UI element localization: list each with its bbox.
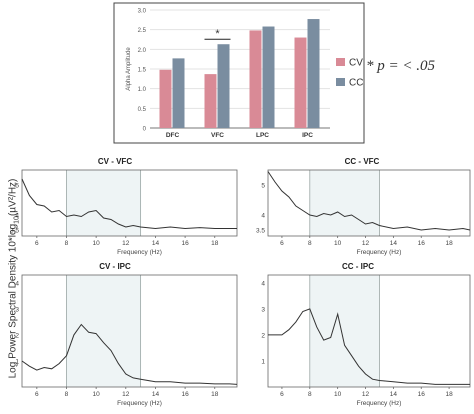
x-tick-label: 18 <box>211 391 219 398</box>
y-tick-label: 3.0 <box>138 9 147 15</box>
bar-CC-LPC <box>262 26 275 128</box>
x-tick-label: 18 <box>445 240 453 247</box>
bar-CC-DFC <box>172 58 185 128</box>
x-tick-label: 14 <box>390 240 398 247</box>
x-tick-label: 12 <box>362 391 370 398</box>
x-tick-label: 10 <box>93 240 101 247</box>
legend-label: CC <box>349 78 363 89</box>
x-tick-label: 14 <box>152 240 160 247</box>
legend-swatch-CV <box>336 58 345 66</box>
y-tick-label: 2 <box>261 332 265 339</box>
bar-CV-VFC <box>204 74 217 128</box>
x-tick-label: 10 <box>334 240 342 247</box>
x-tick-label: 16 <box>418 391 426 398</box>
x-tick-label: 6 <box>280 391 284 398</box>
spectrum-panel: 5 4 3.5 6 8 10 12 14 16 18 CV - VFC Frequency (Hz) <box>10 157 238 256</box>
alpha-band-shading <box>309 170 380 236</box>
bar-chart-frame <box>113 2 365 144</box>
plot-frame <box>267 169 471 237</box>
spectrum-panel: 5 4 3.5 6 8 10 12 14 16 18 CC - VFC Frequency (Hz) <box>256 157 471 256</box>
alpha-band-shading <box>309 275 380 387</box>
y-tick-label: 3.5 <box>256 228 265 235</box>
x-tick-label: DFC <box>166 132 180 139</box>
plot-frame <box>21 169 238 237</box>
y-tick-label: 3 <box>15 306 19 313</box>
y-tick-label: 2.5 <box>138 28 147 34</box>
y-axis-label: Alpha Amplitude <box>126 47 132 91</box>
bar-CC-VFC <box>217 44 230 128</box>
significance-note: * p = < .05 <box>366 58 435 74</box>
y-tick-label: 1.0 <box>138 87 147 93</box>
y-tick-label: 5 <box>15 183 19 190</box>
x-axis-label: Frequency (Hz) <box>117 400 162 407</box>
psd-line <box>268 308 470 385</box>
panel-title: CV - IPC <box>99 262 131 271</box>
panel-title: CV - VFC <box>98 157 132 166</box>
x-axis-label: Frequency (Hz) <box>117 249 162 256</box>
x-tick-label: 12 <box>122 391 130 398</box>
y-tick-label: 2 <box>15 332 19 339</box>
x-tick-label: 16 <box>181 240 189 247</box>
panel-title: CC - VFC <box>345 157 380 166</box>
y-tick-label: 3.5 <box>10 228 19 235</box>
x-tick-label: 18 <box>445 391 453 398</box>
x-tick-label: 16 <box>181 391 189 398</box>
psd-line <box>267 171 471 231</box>
x-tick-label: VFC <box>211 132 224 139</box>
x-tick-label: 8 <box>65 240 69 247</box>
y-tick-label: 0.5 <box>138 107 147 113</box>
x-tick-label: 8 <box>308 391 312 398</box>
y-tick-label: 0 <box>143 127 147 133</box>
x-tick-label: 10 <box>334 391 342 398</box>
plot-frame <box>267 274 471 388</box>
x-tick-label: 10 <box>93 391 101 398</box>
x-tick-label: 14 <box>390 391 398 398</box>
plot-frame <box>21 274 238 388</box>
x-tick-label: 6 <box>35 391 39 398</box>
x-tick-label: 16 <box>418 240 426 247</box>
x-tick-label: 12 <box>362 240 370 247</box>
y-tick-label: 3 <box>261 306 265 313</box>
x-tick-label: 8 <box>308 240 312 247</box>
alpha-band-shading <box>66 170 141 236</box>
y-tick-label: 2.0 <box>138 48 147 54</box>
psd-line <box>21 323 238 385</box>
x-tick-label: 8 <box>65 391 69 398</box>
x-tick-label: 18 <box>211 240 219 247</box>
bar-CV-IPC <box>294 37 307 128</box>
legend-label: CV <box>349 58 363 69</box>
y-tick-label: 1 <box>15 358 19 365</box>
x-axis-label: Frequency (Hz) <box>357 249 402 256</box>
y-tick-label: 4 <box>15 213 19 220</box>
significance-star: * <box>215 28 220 40</box>
x-tick-label: LPC <box>256 132 269 139</box>
y-tick-label: 4 <box>261 213 265 220</box>
x-tick-label: 14 <box>152 391 160 398</box>
y-tick-label: 4 <box>261 280 265 287</box>
bar-CC-IPC <box>307 19 320 128</box>
y-tick-label: 1.5 <box>138 68 147 74</box>
panel-title: CC - IPC <box>342 262 374 271</box>
x-tick-label: 12 <box>122 240 130 247</box>
psd-line <box>21 178 237 230</box>
legend-swatch-CC <box>336 78 345 86</box>
alpha-band-shading <box>66 275 141 387</box>
x-tick-label: IPC <box>302 132 313 139</box>
bar-CV-LPC <box>249 30 262 129</box>
x-tick-label: 6 <box>280 240 284 247</box>
y-tick-label: 5 <box>261 183 265 190</box>
shared-y-axis-label: Log Power Spectral Density 10*log10(µV²/… <box>7 178 21 379</box>
x-tick-label: 6 <box>35 240 39 247</box>
y-tick-label: 1 <box>261 358 265 365</box>
bar-CV-DFC <box>159 69 172 128</box>
y-tick-label: 4 <box>15 280 19 287</box>
x-axis-label: Frequency (Hz) <box>357 400 402 407</box>
